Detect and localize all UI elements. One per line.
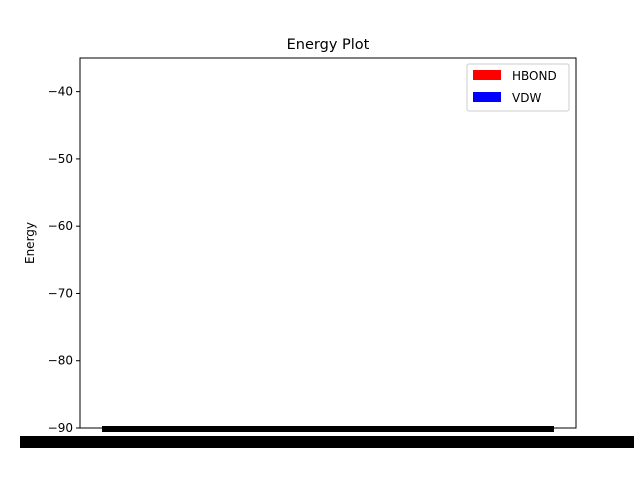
x-axis-overlapping-labels-upper	[102, 426, 554, 432]
y-tick-label: −90	[48, 421, 73, 435]
legend-label-hbond: HBOND	[512, 69, 557, 83]
legend-label-vdw: VDW	[512, 91, 541, 105]
y-tick-label: −60	[48, 219, 73, 233]
y-axis-ticks: −40 −50 −60 −70 −80 −90	[48, 85, 80, 435]
y-tick-label: −40	[48, 85, 73, 99]
chart-title: Energy Plot	[287, 37, 370, 53]
x-axis-overlapping-labels-lower	[20, 436, 634, 448]
y-tick-label: −80	[48, 354, 73, 368]
y-axis-label: Energy	[23, 222, 37, 264]
legend-swatch-vdw	[473, 92, 501, 102]
y-tick-label: −50	[48, 152, 73, 166]
legend-swatch-hbond	[473, 70, 501, 80]
legend: HBOND VDW	[466, 63, 570, 112]
y-tick-label: −70	[48, 286, 73, 300]
